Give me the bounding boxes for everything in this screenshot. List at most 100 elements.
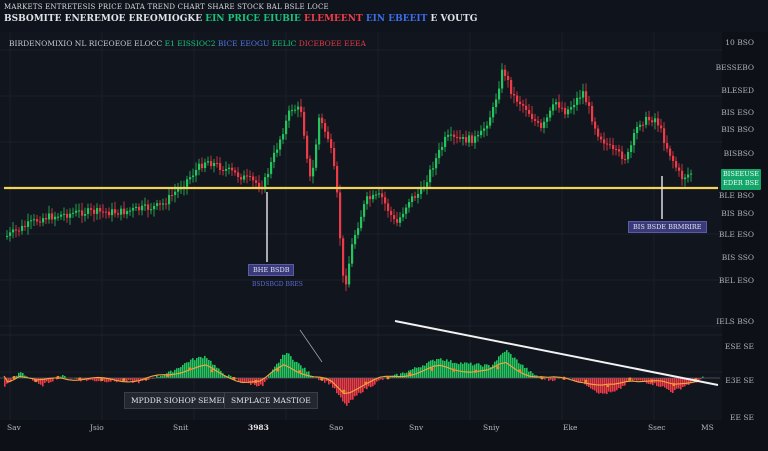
histogram-bar (204, 355, 206, 378)
candle-body (537, 120, 540, 123)
price-label: BEL ESO (718, 276, 754, 285)
chart-legend: BIRDENOMIXIO NL RICEOEOE ELOCC E1 EISSIO… (9, 39, 366, 48)
time-axis[interactable]: Sav Jsio Snit 3983 Sao Snv Sniy Eke Ssec… (0, 420, 722, 451)
histogram-bar (52, 378, 54, 382)
histogram-bar (602, 378, 604, 394)
histogram-bar (228, 374, 230, 378)
candle-body (687, 174, 690, 178)
candle-body (51, 213, 54, 220)
histogram-bar (136, 378, 138, 382)
price-label: BLESED (721, 86, 754, 95)
indicator-dot (232, 376, 236, 381)
candle-body (159, 203, 162, 205)
histogram-bar (578, 378, 580, 383)
indicator-dot (628, 377, 632, 381)
time-label: 3983 (248, 423, 269, 432)
chart-annotation-2[interactable]: BIS BSDE BRMRIRE (628, 221, 707, 233)
candle-body (144, 204, 147, 206)
indicator-dot (474, 369, 478, 373)
candle-body (30, 220, 33, 222)
candle-body (591, 105, 594, 122)
histogram-bar (468, 363, 470, 378)
indicator-label-right[interactable]: SMPLACE MASTIOE (224, 392, 318, 409)
histogram-bar (684, 378, 686, 387)
histogram-bar (516, 359, 518, 378)
indicator-dot (518, 369, 522, 373)
candle-body (408, 202, 411, 208)
candle-body (411, 196, 414, 203)
candle-body (684, 177, 687, 180)
candle-body (681, 170, 684, 180)
histogram-bar (422, 365, 424, 378)
histogram-bar (304, 367, 306, 378)
price-label: IELS BSO (716, 317, 754, 326)
candle-body (564, 108, 567, 115)
histogram-bar (16, 375, 18, 378)
price-label: BISBSO (723, 149, 754, 158)
histogram-bar (76, 378, 78, 380)
candle-body (624, 159, 627, 161)
candle-body (666, 143, 669, 149)
histogram-bar (614, 378, 616, 392)
candle-body (246, 175, 249, 177)
histogram-bar (22, 373, 24, 378)
candle-body (465, 137, 468, 143)
histogram-bar (550, 378, 552, 380)
histogram-bar (370, 378, 372, 388)
candle-body (123, 208, 126, 215)
indicator-dot (496, 366, 500, 370)
histogram-bar (502, 352, 504, 378)
histogram-bar (682, 378, 684, 388)
histogram-bar (360, 378, 362, 394)
candle-body (78, 210, 81, 212)
candle-body (399, 217, 402, 223)
candle-body (567, 109, 570, 115)
histogram-bar (412, 369, 414, 378)
candle-body (513, 93, 516, 96)
histogram-bar (376, 378, 378, 382)
candle-body (690, 173, 693, 175)
candle-body (588, 102, 591, 106)
price-scale[interactable]: 10 BSO BESSEBO BLESED BIS ESO BIS BSO BI… (716, 32, 768, 432)
histogram-bar (86, 378, 88, 381)
candle-body (420, 188, 423, 194)
histogram-bar (446, 359, 448, 378)
header-symbol[interactable]: BSBOMITE ENEREMOE EREOMIOGKE (4, 14, 203, 24)
indicator-dot (100, 377, 104, 381)
candle-body (93, 209, 96, 214)
candle-body (330, 139, 333, 149)
candle-body (492, 107, 495, 118)
histogram-bar (346, 378, 348, 406)
histogram-bar (128, 378, 130, 381)
indicator-dot (276, 368, 280, 372)
histogram-bar (678, 378, 680, 389)
histogram-bar (576, 378, 578, 382)
chart-annotation-1[interactable]: BHE BSDB (248, 264, 295, 276)
candle-body (417, 193, 420, 198)
candle-body (207, 161, 210, 163)
top-header: MARKETS ENTRETESIS PRICE DATA TREND CHAR… (0, 0, 768, 32)
histogram-bar (210, 360, 212, 378)
histogram-bar (382, 378, 384, 380)
candle-body (306, 135, 309, 159)
indicator-dot (672, 382, 676, 387)
histogram-bar (636, 378, 638, 381)
candle-body (339, 192, 342, 239)
candle-body (414, 196, 417, 198)
candle-body (669, 148, 672, 156)
candle-body (39, 221, 42, 223)
price-chart[interactable] (0, 0, 722, 420)
histogram-bar (96, 378, 98, 382)
candle-body (573, 104, 576, 108)
histogram-bar (610, 378, 612, 393)
price-tag-line-2: EDER BSE (723, 179, 759, 187)
histogram-bar (544, 378, 546, 380)
candle-body (111, 209, 114, 216)
candle-body (177, 188, 180, 192)
indicator-dot (584, 379, 588, 383)
candle-body (606, 143, 609, 145)
candle-body (612, 145, 615, 150)
histogram-bar (342, 378, 344, 402)
candle-body (324, 123, 327, 132)
candle-body (276, 149, 279, 153)
